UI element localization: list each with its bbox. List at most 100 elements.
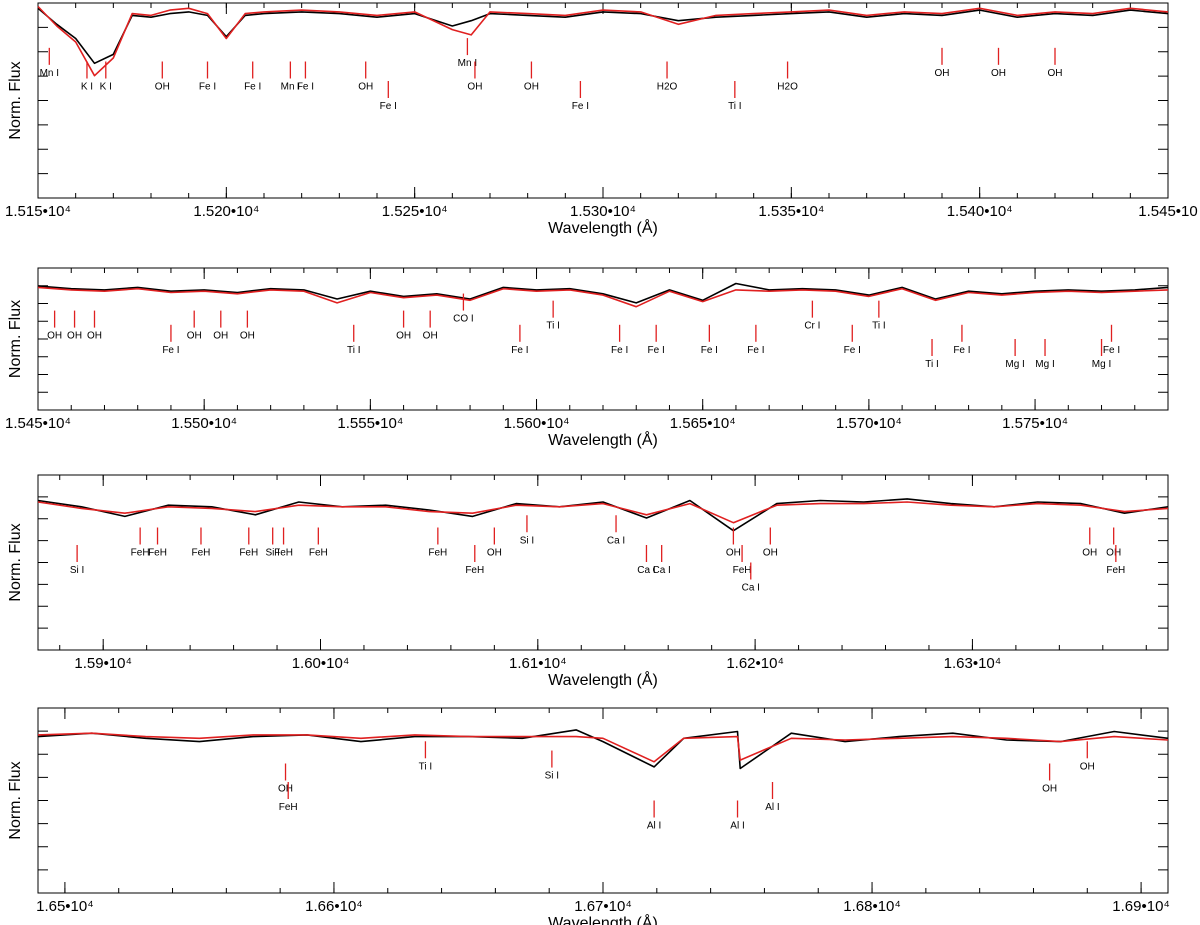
line-marker-label: Si I — [520, 535, 534, 546]
x-tick-label: 1.62•10⁴ — [726, 655, 784, 672]
spectrum-panel-3: 1.59•10⁴ 1.60•10⁴ 1.61•10⁴ 1.62•10⁴ 1.63•10⁴… — [7, 474, 1169, 689]
line-marker-label: OH — [187, 331, 202, 342]
line-marker-label: Ca I — [607, 535, 625, 546]
x-tick-label: 1.570•10⁴ — [836, 415, 902, 432]
y-axis-label: Norm. Flux — [7, 300, 24, 378]
spectrum-panel-2: 1.545•10⁴ 1.550•10⁴ 1.555•10⁴ 1.560•10⁴ 1.56… — [5, 267, 1169, 449]
line-marker-label: Mn I — [40, 68, 59, 79]
line-marker-label: Ti I — [546, 321, 560, 332]
x-tick-label: 1.67•10⁴ — [574, 898, 632, 915]
line-marker-label: Si I — [545, 771, 559, 782]
x-axis-label: Wavelength (Å) — [548, 218, 658, 237]
x-tick-label: 1.565•10⁴ — [670, 415, 736, 432]
x-tick-label: 1.520•10⁴ — [193, 203, 259, 220]
line-marker-label: FeH — [1106, 565, 1125, 576]
x-tick-label: 1.59•10⁴ — [74, 655, 132, 672]
line-marker-label: Al I — [647, 821, 661, 832]
line-marker-label: OH — [991, 68, 1006, 79]
plot-frame — [37, 267, 1169, 411]
line-marker-label: OH — [278, 784, 293, 795]
x-tick-label: 1.575•10⁴ — [1002, 415, 1068, 432]
x-tick-label: 1.63•10⁴ — [944, 655, 1002, 672]
spectrum-panel-1: 1.515•10⁴ 1.520•10⁴ 1.525•10⁴ 1.530•10⁴ 1.53… — [5, 2, 1198, 237]
line-marker-label: OH — [524, 82, 539, 93]
line-marker-label: FeH — [279, 802, 298, 813]
line-marker-label: Ca I — [637, 565, 655, 576]
model-spectrum-line — [37, 286, 1169, 308]
line-marker-label: Si I — [265, 548, 279, 559]
line-marker-label: Fe I — [511, 345, 528, 356]
line-marker-label: OH — [47, 331, 62, 342]
y-axis-label: Norm. Flux — [7, 61, 24, 139]
line-marker-label: Ti I — [872, 321, 886, 332]
line-marker-label: OH — [67, 331, 82, 342]
line-marker-label: OH — [935, 68, 950, 79]
line-marker-label: Al I — [765, 802, 779, 813]
line-marker-label: Fe I — [747, 345, 764, 356]
x-tick-label: 1.69•10⁴ — [1112, 898, 1170, 915]
line-marker-label: OH — [763, 548, 778, 559]
line-marker-label: Cr I — [804, 321, 820, 332]
line-marker-label: FeH — [274, 548, 293, 559]
x-tick-label: 1.545•10⁴ — [5, 415, 71, 432]
x-tick-label: 1.530•10⁴ — [570, 203, 636, 220]
x-tick-label: 1.60•10⁴ — [292, 655, 350, 672]
line-marker-label: Fe I — [701, 345, 718, 356]
line-marker-label: Fe I — [953, 345, 970, 356]
line-marker-label: Mg I — [1092, 359, 1111, 370]
line-marker-label: Ti I — [728, 101, 742, 112]
line-marker-label: Ca I — [742, 583, 760, 594]
line-marker-label: Mg I — [1035, 359, 1054, 370]
line-marker-label: OH — [240, 331, 255, 342]
line-marker-label: OH — [487, 548, 502, 559]
line-marker-label: FeH — [239, 548, 258, 559]
line-marker-label: H2O — [777, 82, 798, 93]
x-tick-label: 1.545•10 — [1138, 203, 1197, 220]
plot-frame — [37, 707, 1169, 894]
line-marker-label: OH — [1042, 784, 1057, 795]
observed-spectrum-line — [37, 282, 1169, 304]
line-marker-label: H2O — [657, 82, 678, 93]
x-tick-label: 1.65•10⁴ — [36, 898, 94, 915]
line-marker-label: OH — [1106, 548, 1121, 559]
line-marker-label: CO I — [453, 314, 474, 325]
line-marker-label: Fe I — [648, 345, 665, 356]
line-marker-label: OH — [1082, 548, 1097, 559]
x-axis-label: Wavelength (Å) — [548, 913, 658, 925]
line-marker-label: FeH — [192, 548, 211, 559]
x-tick-label: 1.525•10⁴ — [382, 203, 448, 220]
x-tick-label: 1.560•10⁴ — [504, 415, 570, 432]
x-axis-label: Wavelength (Å) — [548, 430, 658, 449]
line-marker-label: Fe I — [244, 82, 261, 93]
x-tick-label: 1.535•10⁴ — [758, 203, 824, 220]
line-marker-label: Ti I — [419, 761, 433, 772]
line-marker-label: Fe I — [611, 345, 628, 356]
model-spectrum-line — [37, 5, 1169, 77]
line-marker-label: FeH — [465, 565, 484, 576]
line-marker-label: OH — [87, 331, 102, 342]
line-marker-label: OH — [726, 548, 741, 559]
model-spectrum-line — [37, 732, 1169, 763]
line-marker-label: OH — [467, 82, 482, 93]
line-marker-label: Mn I — [281, 82, 300, 93]
line-marker-label: Fe I — [297, 82, 314, 93]
line-marker-label: K I — [81, 82, 93, 93]
x-tick-label: 1.515•10⁴ — [5, 203, 71, 220]
x-tick-label: 1.61•10⁴ — [509, 655, 567, 672]
plot-frame — [37, 2, 1169, 199]
line-marker-label: Fe I — [1103, 345, 1120, 356]
line-marker-label: Fe I — [572, 101, 589, 112]
line-marker-label: Fe I — [380, 101, 397, 112]
line-marker-label: Si I — [70, 565, 84, 576]
model-spectrum-line — [37, 501, 1169, 524]
line-marker-label: FeH — [148, 548, 167, 559]
line-marker-label: Al I — [730, 821, 744, 832]
line-marker-label: Ti I — [925, 359, 939, 370]
x-tick-label: 1.555•10⁴ — [337, 415, 403, 432]
x-tick-label: 1.66•10⁴ — [305, 898, 363, 915]
line-marker-label: OH — [396, 331, 411, 342]
line-marker-label: FeH — [733, 565, 752, 576]
y-axis-label: Norm. Flux — [7, 761, 24, 839]
observed-spectrum-line — [37, 729, 1169, 770]
line-marker-label: Ti I — [347, 345, 361, 356]
